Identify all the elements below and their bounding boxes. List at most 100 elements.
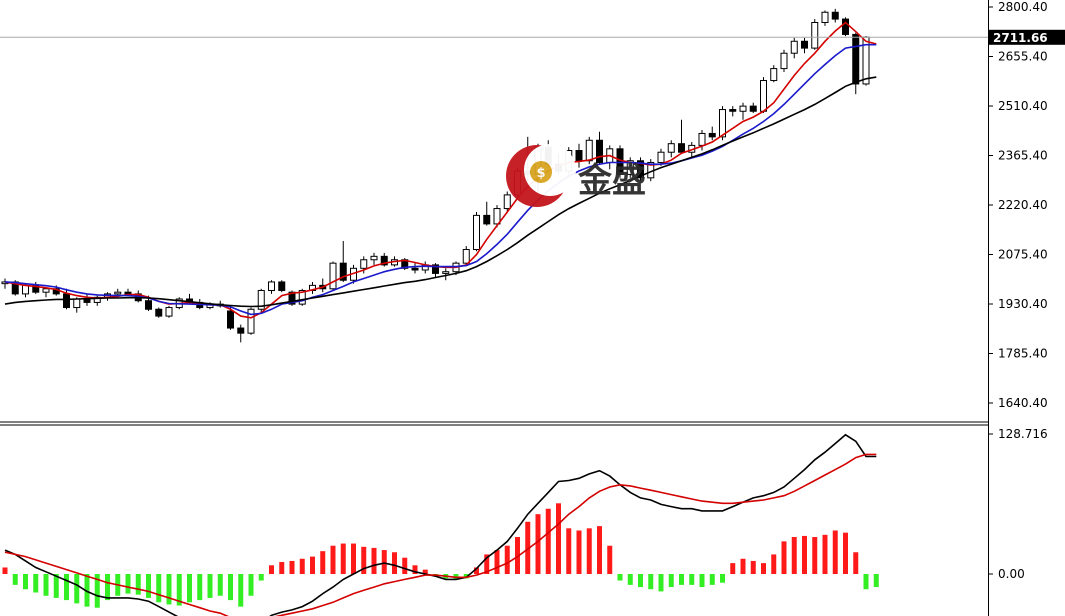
histogram-bar-negative (84, 574, 90, 607)
histogram-bar-negative (146, 574, 151, 598)
candle (268, 280, 275, 294)
histogram-bar-positive (392, 552, 397, 574)
price-tick-label: 2800.40 (998, 0, 1048, 14)
candle (237, 324, 245, 343)
candle (370, 252, 378, 265)
candle-body-down (227, 310, 234, 329)
histogram-bar-positive (320, 551, 326, 574)
price-tick-label: 1785.40 (998, 347, 1048, 361)
candle (473, 211, 480, 252)
histogram-bar-positive (566, 528, 572, 574)
candle-body-down (483, 214, 491, 225)
candle (708, 126, 716, 141)
histogram-bar-negative (228, 574, 233, 601)
histogram-bar-positive (853, 552, 859, 574)
candle-body-down (729, 109, 737, 112)
histogram-bar-negative (668, 574, 674, 588)
histogram-bar-positive (812, 537, 818, 574)
histogram-bar-negative (207, 574, 213, 598)
price-tick-label: 1640.40 (998, 396, 1048, 410)
candle (729, 106, 737, 117)
histogram-bar-negative (720, 574, 725, 583)
candle (493, 205, 501, 228)
macd-panel (2, 433, 879, 616)
candle-body-up (760, 80, 767, 112)
macd-line (4, 433, 877, 616)
histogram-bar-positive (310, 556, 315, 574)
macd-tick-label: 128.716 (998, 427, 1048, 441)
histogram-bar-negative (873, 574, 879, 588)
current-price-tag (989, 29, 1065, 45)
watermark-text: 金盛 (577, 161, 646, 201)
histogram-bar-positive (832, 530, 838, 574)
candle (329, 261, 337, 291)
macd-histogram (2, 503, 879, 608)
candle-body-up (770, 68, 778, 82)
candle-body-up (473, 214, 480, 251)
histogram-bar-positive (289, 560, 295, 574)
candle (626, 157, 634, 178)
candle-body-down (432, 264, 439, 274)
candle (790, 37, 798, 59)
histogram-bar-negative (617, 574, 623, 581)
candle-body-up (585, 139, 593, 162)
histogram-bar-negative (699, 574, 705, 588)
candle-body-up (719, 109, 726, 138)
candle-body-up (626, 160, 634, 175)
histogram-bar-positive (299, 558, 305, 574)
candle (667, 140, 675, 158)
candle-body-down (63, 293, 70, 309)
candle-body-down (155, 308, 163, 317)
histogram-bar-negative (658, 574, 664, 592)
histogram-bar-negative (53, 574, 59, 598)
moon-logo-icon: $ (506, 144, 576, 207)
candle-body-up (503, 194, 511, 210)
logo-glyph: $ (536, 166, 545, 181)
histogram-bar-positive (586, 528, 592, 574)
histogram-bar-positive (402, 557, 408, 574)
histogram-bar-positive (494, 550, 500, 574)
candle-body-down (842, 18, 849, 35)
current-price-label: 2711.66 (993, 31, 1048, 45)
histogram-bar-positive (381, 550, 387, 574)
histogram-bar-negative (258, 574, 264, 581)
candle-body-down (278, 281, 286, 291)
candle (637, 157, 644, 182)
candle (278, 280, 286, 293)
histogram-bar-positive (535, 514, 541, 574)
histogram-bar-positive (474, 567, 479, 574)
histogram-bar-positive (525, 521, 531, 574)
histogram-bar-positive (843, 532, 848, 574)
candle (678, 119, 685, 154)
histogram-bar-positive (802, 535, 807, 574)
candle (596, 131, 603, 165)
candle-body-up (73, 298, 81, 309)
histogram-bar-positive (515, 537, 520, 574)
histogram-bar-negative (156, 574, 162, 603)
histogram-bar-positive (740, 558, 746, 574)
candle-body-up (247, 308, 255, 334)
candle-body-up (298, 289, 306, 305)
candle-body-down (596, 139, 603, 163)
candle (42, 287, 50, 298)
histogram-bar-positive (771, 554, 777, 574)
histogram-bar-positive (371, 547, 377, 574)
macd-lines (4, 433, 877, 616)
candle (339, 240, 347, 282)
candle (842, 17, 849, 37)
candle-body-down (288, 291, 296, 305)
candle (165, 305, 173, 318)
histogram-bar-positive (361, 546, 367, 574)
candle (503, 191, 511, 212)
candle (411, 263, 419, 274)
candle (462, 246, 470, 265)
candle-body-up (667, 143, 675, 153)
candle-body-down (124, 291, 132, 295)
histogram-bar-negative (648, 574, 654, 590)
histogram-bar-negative (43, 574, 49, 596)
histogram-bar-negative (197, 574, 203, 601)
price-tick-label: 1930.40 (998, 297, 1048, 311)
moving-average-line-3 (4, 76, 877, 308)
